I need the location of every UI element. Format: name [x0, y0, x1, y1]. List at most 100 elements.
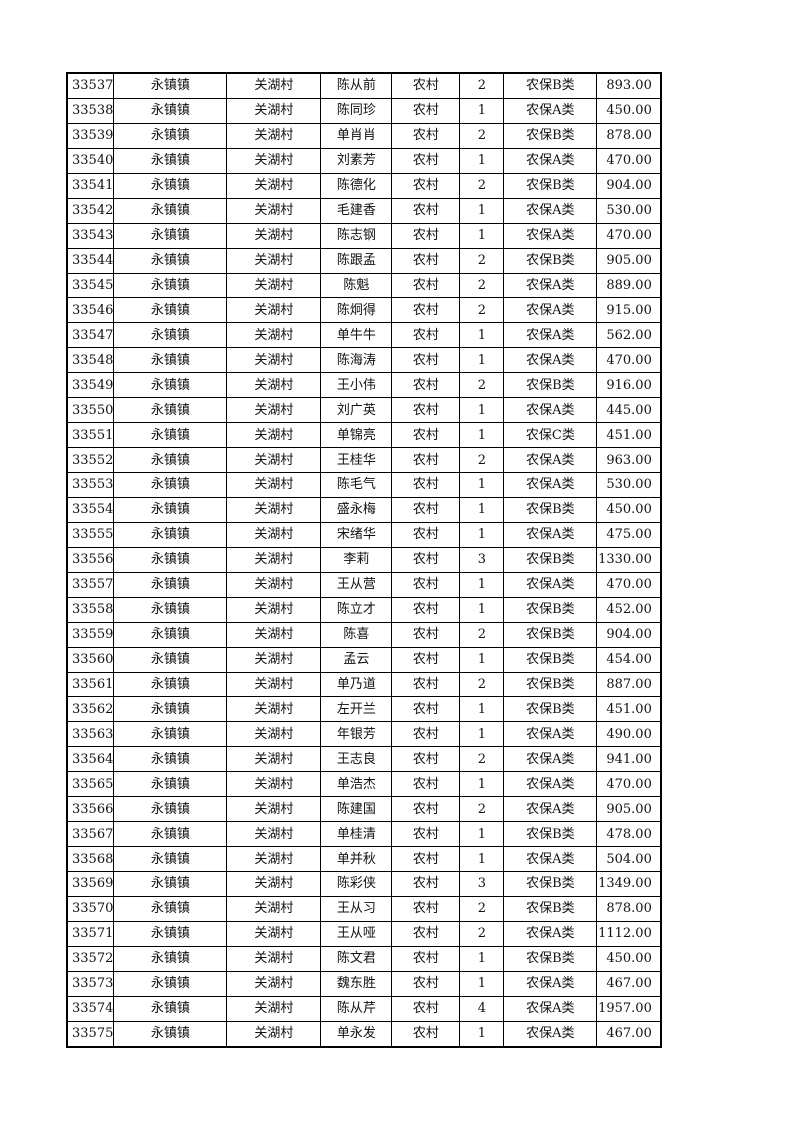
amount-cell: 916.00 — [596, 372, 662, 399]
table-row: 33541 永镇镇 关湖村 陈德化 农村 2 农保B类 904.00 — [66, 172, 662, 199]
table-row: 33550 永镇镇 关湖村 刘广英 农村 1 农保A类 445.00 — [66, 397, 662, 424]
member-count-cell: 2 — [459, 920, 505, 947]
record-id-cell: 33560 — [66, 646, 115, 673]
insurance-category-cell: 农保A类 — [503, 771, 598, 798]
amount-cell: 467.00 — [596, 970, 662, 997]
member-count-cell: 1 — [459, 646, 505, 673]
town-cell: 永镇镇 — [113, 97, 228, 124]
insurance-category-cell: 农保B类 — [503, 122, 598, 149]
record-id-cell: 33558 — [66, 596, 115, 623]
member-count-cell: 1 — [459, 422, 505, 449]
table-row: 33545 永镇镇 关湖村 陈魁 农村 2 农保A类 889.00 — [66, 272, 662, 299]
insurance-category-cell: 农保B类 — [503, 945, 598, 972]
table-row: 33542 永镇镇 关湖村 毛建香 农村 1 农保A类 530.00 — [66, 197, 662, 224]
insurance-category-cell: 农保A类 — [503, 297, 598, 324]
town-cell: 永镇镇 — [113, 621, 228, 648]
record-id-cell: 33540 — [66, 147, 115, 174]
table-row: 33555 永镇镇 关湖村 宋绪华 农村 1 农保A类 475.00 — [66, 521, 662, 548]
record-id-cell: 33543 — [66, 222, 115, 249]
insurance-category-cell: 农保B类 — [503, 696, 598, 723]
person-name-cell: 陈跟孟 — [320, 247, 393, 274]
amount-cell: 470.00 — [596, 571, 662, 598]
amount-cell: 915.00 — [596, 297, 662, 324]
village-cell: 关湖村 — [226, 1020, 322, 1048]
insurance-category-cell: 农保B类 — [503, 372, 598, 399]
village-cell: 关湖村 — [226, 222, 322, 249]
village-cell: 关湖村 — [226, 247, 322, 274]
household-type-cell: 农村 — [391, 596, 461, 623]
household-type-cell: 农村 — [391, 646, 461, 673]
person-name-cell: 王桂华 — [320, 447, 393, 473]
town-cell: 永镇镇 — [113, 347, 228, 374]
household-type-cell: 农村 — [391, 72, 461, 99]
table-row: 33552 永镇镇 关湖村 王桂华 农村 2 农保A类 963.00 — [66, 447, 662, 473]
village-cell: 关湖村 — [226, 945, 322, 972]
table-row: 33556 永镇镇 关湖村 李莉 农村 3 农保B类 1330.00 — [66, 546, 662, 573]
table-row: 33559 永镇镇 关湖村 陈喜 农村 2 农保B类 904.00 — [66, 621, 662, 648]
record-id-cell: 33550 — [66, 397, 115, 424]
village-cell: 关湖村 — [226, 97, 322, 124]
insurance-category-cell: 农保B类 — [503, 821, 598, 848]
table-row: 33574 永镇镇 关湖村 陈从芹 农村 4 农保A类 1957.00 — [66, 995, 662, 1022]
record-id-cell: 33557 — [66, 571, 115, 598]
household-type-cell: 农村 — [391, 721, 461, 748]
insurance-category-cell: 农保A类 — [503, 97, 598, 124]
record-id-cell: 33567 — [66, 821, 115, 848]
amount-cell: 893.00 — [596, 72, 662, 99]
member-count-cell: 1 — [459, 397, 505, 424]
amount-cell: 1112.00 — [596, 920, 662, 947]
member-count-cell: 1 — [459, 721, 505, 748]
member-count-cell: 2 — [459, 272, 505, 299]
person-name-cell: 单永发 — [320, 1020, 393, 1048]
member-count-cell: 2 — [459, 621, 505, 648]
insurance-category-cell: 农保A类 — [503, 222, 598, 249]
amount-cell: 887.00 — [596, 671, 662, 698]
amount-cell: 450.00 — [596, 97, 662, 124]
village-cell: 关湖村 — [226, 472, 322, 498]
insurance-category-cell: 农保A类 — [503, 197, 598, 224]
town-cell: 永镇镇 — [113, 372, 228, 399]
amount-cell: 963.00 — [596, 447, 662, 473]
village-cell: 关湖村 — [226, 796, 322, 823]
village-cell: 关湖村 — [226, 746, 322, 773]
village-cell: 关湖村 — [226, 696, 322, 723]
town-cell: 永镇镇 — [113, 147, 228, 174]
town-cell: 永镇镇 — [113, 596, 228, 623]
town-cell: 永镇镇 — [113, 496, 228, 523]
amount-cell: 478.00 — [596, 821, 662, 848]
household-type-cell: 农村 — [391, 846, 461, 872]
amount-cell: 904.00 — [596, 621, 662, 648]
member-count-cell: 3 — [459, 871, 505, 897]
household-type-cell: 农村 — [391, 322, 461, 349]
person-name-cell: 王小伟 — [320, 372, 393, 399]
village-cell: 关湖村 — [226, 970, 322, 997]
record-id-cell: 33539 — [66, 122, 115, 149]
person-name-cell: 单并秋 — [320, 846, 393, 872]
amount-cell: 1957.00 — [596, 995, 662, 1022]
member-count-cell: 2 — [459, 372, 505, 399]
village-cell: 关湖村 — [226, 771, 322, 798]
table-row: 33546 永镇镇 关湖村 陈炯得 农村 2 农保A类 915.00 — [66, 297, 662, 324]
amount-cell: 467.00 — [596, 1020, 662, 1048]
table-row: 33539 永镇镇 关湖村 单肖肖 农村 2 农保B类 878.00 — [66, 122, 662, 149]
table-row: 33568 永镇镇 关湖村 单并秋 农村 1 农保A类 504.00 — [66, 846, 662, 872]
insurance-category-cell: 农保A类 — [503, 796, 598, 823]
household-type-cell: 农村 — [391, 821, 461, 848]
amount-cell: 878.00 — [596, 895, 662, 922]
household-type-cell: 农村 — [391, 472, 461, 498]
person-name-cell: 刘广英 — [320, 397, 393, 424]
member-count-cell: 1 — [459, 521, 505, 548]
town-cell: 永镇镇 — [113, 197, 228, 224]
record-id-cell: 33552 — [66, 447, 115, 473]
table-row: 33564 永镇镇 关湖村 王志良 农村 2 农保A类 941.00 — [66, 746, 662, 773]
member-count-cell: 1 — [459, 821, 505, 848]
village-cell: 关湖村 — [226, 846, 322, 872]
person-name-cell: 单桂清 — [320, 821, 393, 848]
person-name-cell: 陈从前 — [320, 72, 393, 99]
person-name-cell: 陈文君 — [320, 945, 393, 972]
person-name-cell: 陈毛气 — [320, 472, 393, 498]
table-body: 33537 永镇镇 关湖村 陈从前 农村 2 农保B类 893.00 33538 永镇镇 关湖村 陈同… — [66, 72, 662, 1048]
amount-cell: 905.00 — [596, 796, 662, 823]
village-cell: 关湖村 — [226, 422, 322, 449]
person-name-cell: 单乃道 — [320, 671, 393, 698]
